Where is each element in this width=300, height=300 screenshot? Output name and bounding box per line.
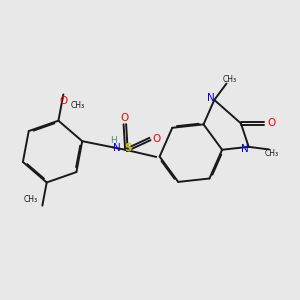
Text: CH₃: CH₃ <box>223 75 237 84</box>
Text: CH₃: CH₃ <box>23 196 38 205</box>
Text: S: S <box>124 143 132 153</box>
Text: N: N <box>241 144 249 154</box>
Text: CH₃: CH₃ <box>265 149 279 158</box>
Text: O: O <box>59 96 68 106</box>
Text: N: N <box>207 93 214 103</box>
Text: O: O <box>121 113 129 123</box>
Text: N: N <box>113 143 121 153</box>
Text: O: O <box>267 118 275 128</box>
Text: CH₃: CH₃ <box>70 101 85 110</box>
Text: O: O <box>153 134 161 144</box>
Text: H: H <box>110 136 116 145</box>
